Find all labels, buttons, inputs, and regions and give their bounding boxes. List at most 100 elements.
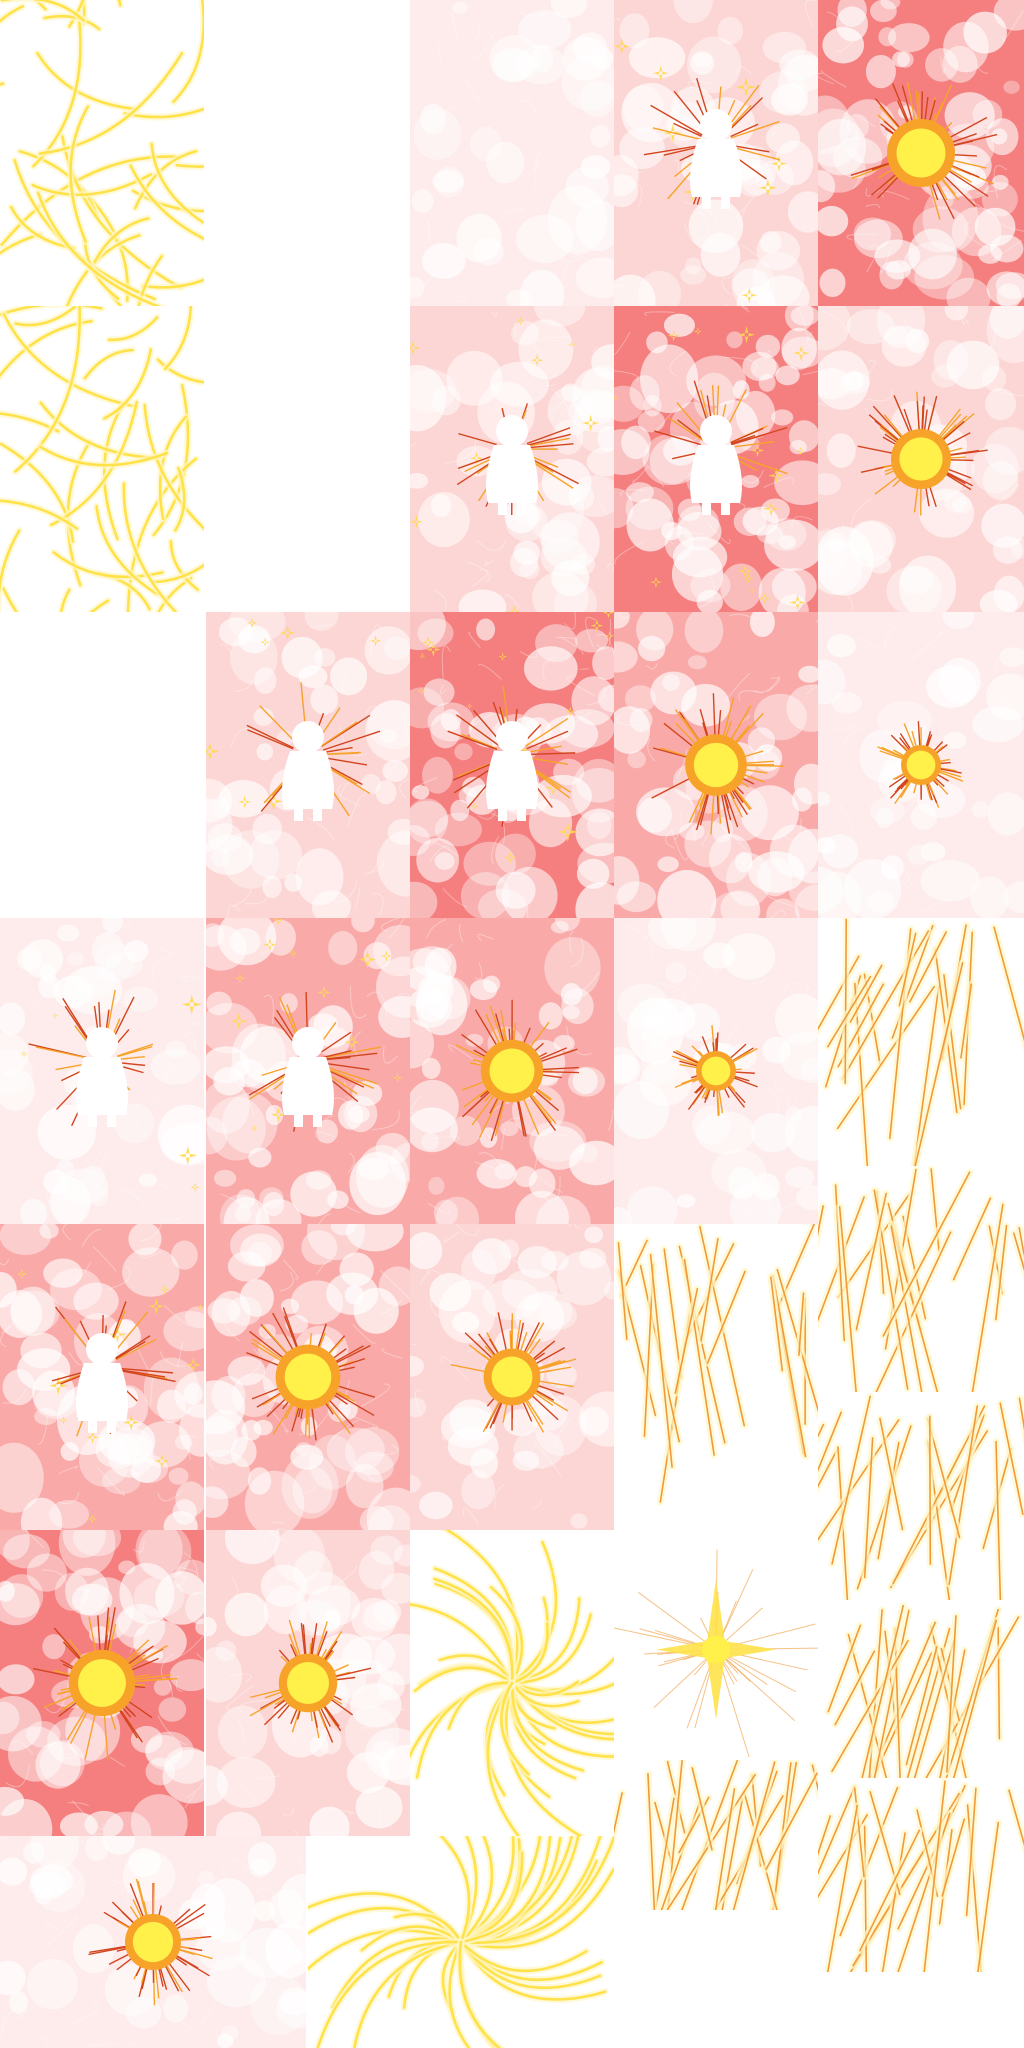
sparkle-star [498,652,507,662]
aura-vein [649,940,653,958]
aura-vein [759,744,769,758]
frame-art [818,0,1024,306]
streak-group [614,1760,818,1910]
aura-vein [910,631,943,661]
sparkle-star [741,287,758,304]
aura-vein [620,489,646,497]
spark-spike [461,733,498,750]
streak-glow [81,346,137,382]
spark-spike [117,1367,173,1374]
streak-group [818,1392,1024,1600]
aura-cloud [774,460,818,506]
aura-vein [826,11,855,39]
aura-vein [370,1684,391,1693]
aura-cloud [59,1812,98,1836]
streak-line [879,1417,904,1531]
aura-vein [418,274,437,296]
core-center [491,1356,533,1398]
aura-vein [655,407,678,432]
aura-cloud [518,9,572,50]
aura-cloud [410,276,425,299]
aura-vein [40,1200,52,1222]
aura-cloud [198,1910,226,1940]
aura-cloud [218,780,269,818]
streak-line [905,1646,938,1766]
aura-vein [730,831,760,860]
aura-cloud [465,1033,484,1047]
aura-cloud [206,1080,250,1134]
frame-art [206,612,410,918]
sparkle-star [426,642,441,657]
aura-vein [763,477,795,488]
aura-cloud [580,155,611,179]
aura-cloud [247,1241,273,1267]
aura-vein [946,878,960,893]
character-silhouette [76,1333,128,1433]
aura-cloud [760,498,790,523]
aura-vein [724,1024,740,1053]
aura-cloud [355,1785,403,1829]
sparkle-star [178,1146,198,1165]
frame-streak-needles-7 [818,1778,1024,1972]
aura-vein [198,918,201,924]
aura-cloud [640,344,699,414]
aura-cloud [175,1481,204,1517]
aura-vein [352,1323,376,1344]
aura-cloud [690,51,715,75]
aura-vein [182,1032,196,1050]
aura-vein [458,924,464,943]
aura-vein [256,1887,277,1908]
aura-vein [27,1840,54,1845]
streak-line [448,1940,471,2048]
aura-cloud [253,667,277,694]
aura-vein [353,1460,380,1484]
aura-cloud [138,1173,158,1187]
aura-cloud [621,82,681,143]
aura-cloud [971,801,990,818]
aura-cloud [256,743,273,761]
streak-line [143,403,204,531]
aura-vein [808,93,818,108]
spark-spike [677,419,704,440]
aura-cloud [846,309,895,345]
streak-line [0,412,60,433]
aura-cloud [410,1232,443,1270]
aura-cloud [614,641,638,673]
star-ray [715,1649,796,1722]
spark-spike [731,144,770,153]
aura-cloud [0,1068,35,1112]
spark-spike [323,1052,378,1060]
spark-spike [117,1368,166,1378]
aura-cloud [259,1187,284,1209]
aura-cloud [0,1530,30,1561]
streak-line [413,1666,514,1693]
aura-vein [742,860,770,882]
streak-line [818,1815,832,1857]
aura-cloud [775,365,800,386]
aura-vein [535,1135,568,1139]
aura-cloud [625,482,654,503]
aura-cloud [774,140,814,186]
aura-vein [359,1383,391,1408]
aura-cloud [726,331,743,349]
aura-cloud [530,46,554,73]
spark-spike [527,745,562,753]
spark-spike [673,122,702,137]
frame-streak-needles-1 [818,918,1024,1166]
aura-cloud [614,1206,632,1224]
aura-cloud [666,102,710,149]
aura-vein [846,233,878,241]
streak-line [129,164,204,241]
aura-vein [903,798,917,815]
aura-vein [225,1685,254,1710]
aura-vein [854,635,881,651]
aura-vein [234,1047,246,1056]
aura-vein [396,1707,405,1712]
aura-cloud [708,833,753,884]
frame-aura-core-9 [0,1836,306,2048]
aura-cloud [206,1116,228,1155]
aura-cloud [377,830,410,897]
spark-spike [654,430,701,446]
aura-cloud [671,546,724,602]
sparkle-star [653,65,669,81]
